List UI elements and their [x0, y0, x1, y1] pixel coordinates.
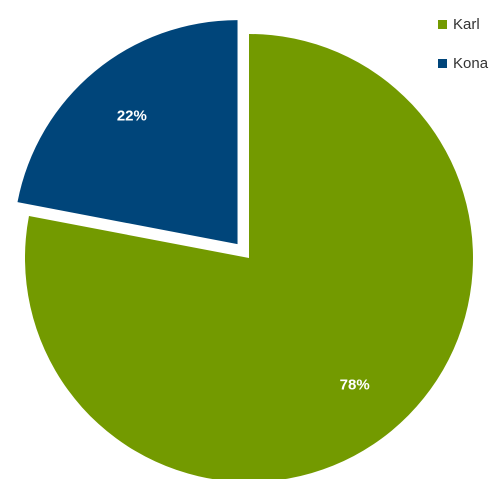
legend-label-kona: Kona: [453, 54, 489, 72]
slice-label-karl: 78%: [340, 377, 370, 394]
legend-swatch-karl: [438, 19, 447, 29]
legend-swatch-kona: [438, 58, 447, 68]
legend-item-karl: Karl: [438, 14, 488, 34]
pie-slice-labels: 78% 22%: [117, 107, 370, 393]
slice-label-kona: 22%: [117, 107, 147, 124]
pie-slices: [17, 20, 473, 479]
legend-item-kona: Kona: [438, 53, 488, 73]
pie-slice-kona: [17, 20, 238, 245]
legend-label-karl: Karl: [453, 15, 480, 33]
legend: Karl Kona: [438, 14, 488, 92]
pie-slice-karl: [25, 34, 473, 479]
